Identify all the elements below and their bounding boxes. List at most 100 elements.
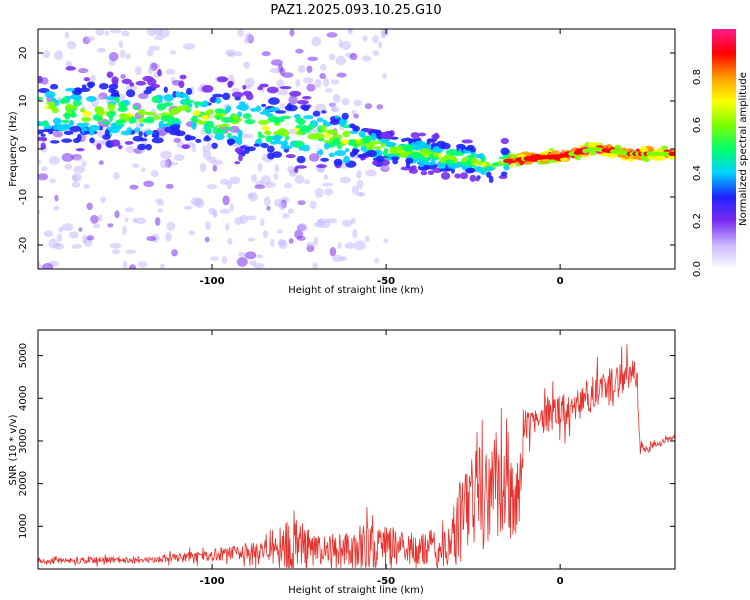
spectrogram-cell — [328, 53, 336, 61]
spectrogram-cell — [383, 147, 389, 154]
spectrogram-cell — [372, 50, 380, 56]
spectrogram-cell — [344, 148, 350, 153]
spectrogram-cell — [488, 175, 494, 184]
spectrogram-cell — [418, 132, 426, 137]
spectrogram-cell — [316, 164, 327, 168]
spectrogram-cell — [64, 87, 76, 92]
spectrogram-cell — [153, 36, 165, 41]
spectrogram-cell — [225, 126, 233, 131]
spectrogram-cell — [329, 119, 340, 126]
spectrogram-cell — [38, 129, 44, 135]
spectrogram-cell — [390, 136, 399, 140]
spectrogram-cell — [181, 144, 191, 149]
spectrogram-cell — [434, 145, 440, 153]
spectrogram-cell — [146, 49, 154, 57]
spectrogram-cell — [222, 195, 230, 206]
spectrogram-cell — [237, 29, 245, 37]
spectrogram-cell — [231, 91, 244, 98]
spectrogram-cell — [246, 215, 257, 220]
spectrogram-cell — [46, 101, 56, 106]
spectrogram-cell — [192, 110, 201, 117]
spectrogram-cell — [261, 125, 270, 131]
spectrogram-cell — [306, 241, 315, 247]
spectrogram-cell — [183, 205, 193, 210]
spectrogram-cell — [380, 134, 393, 140]
spectrogram-cell — [204, 236, 210, 243]
spectrogram-cell — [260, 218, 265, 226]
spectrogram-cell — [316, 150, 321, 155]
spectrogram-x-axis-label: Height of straight line (km) — [288, 285, 424, 296]
spectrogram-cell — [295, 48, 304, 54]
spectrogram-cell — [374, 145, 382, 150]
spectrogram-cell — [204, 221, 211, 230]
figure-title: PAZ1.2025.093.10.25.G10 — [270, 3, 441, 18]
spectrogram-cell — [341, 97, 350, 106]
spectrogram-cell — [244, 118, 256, 125]
spectrogram-cell — [53, 205, 60, 211]
spectrogram-cell — [370, 133, 377, 141]
spectrogram-cell — [285, 154, 296, 159]
x-tick-label: 0 — [557, 576, 564, 587]
spectrogram-cell — [83, 130, 90, 135]
spectrogram-cell — [182, 43, 195, 50]
spectrogram-cell — [484, 166, 495, 172]
spectrogram-cell — [341, 112, 349, 120]
colorbar-tick-label: 0.8 — [692, 69, 703, 85]
spectrogram-cell — [170, 124, 181, 129]
snr-y-axis-label: SNR (10 * v/v) — [8, 414, 19, 485]
spectrogram-cell — [83, 77, 90, 82]
spectrogram-cell — [229, 176, 241, 185]
spectrogram-cell — [214, 108, 224, 114]
spectrogram-cell — [195, 138, 202, 143]
spectrogram-cell — [280, 145, 293, 150]
spectrogram-cell — [134, 66, 142, 76]
y-tick-label: 1000 — [18, 514, 29, 539]
spectrogram-cell — [273, 173, 279, 181]
x-tick-label: 0 — [557, 276, 564, 287]
spectrogram-cell — [178, 80, 185, 89]
spectrogram-cell — [244, 251, 257, 260]
spectrogram-cell — [129, 116, 137, 124]
spectrogram-cell — [49, 83, 59, 90]
spectrogram-cell — [216, 76, 229, 83]
spectrogram-cell — [85, 36, 96, 42]
spectrogram-cell — [321, 182, 333, 187]
spectrogram-cell — [132, 85, 138, 91]
spectrogram-cell — [500, 147, 510, 156]
spectrogram-cell — [166, 120, 173, 126]
spectrogram-cell — [88, 124, 101, 131]
spectrogram-cell — [319, 73, 326, 80]
spectrogram-cell — [179, 74, 187, 80]
spectrogram-cell — [58, 226, 64, 233]
spectrogram-cell — [100, 196, 106, 203]
spectrogram-cell — [229, 203, 234, 212]
spectrogram-cell — [68, 231, 79, 239]
snr-y-ticks: 1000 2000 3000 4000 5000 — [18, 343, 675, 539]
spectrogram-cell — [445, 160, 452, 164]
spectrogram-cell — [142, 118, 149, 123]
spectrogram-cell — [226, 139, 236, 145]
spectrogram-cell — [61, 138, 73, 143]
snr-series-line — [37, 344, 676, 569]
spectrogram-cell — [134, 217, 147, 225]
spectrogram-cell — [294, 166, 299, 173]
spectrogram-cell — [259, 83, 269, 88]
spectrogram-cell — [503, 158, 514, 164]
spectrogram-cell — [54, 194, 59, 202]
spectrogram-cell — [303, 115, 314, 120]
spectrogram-cell — [286, 102, 292, 110]
spectrogram-cell — [227, 80, 234, 87]
spectrogram-cell — [77, 68, 89, 74]
spectrogram-cell — [143, 111, 156, 116]
x-tick-label: -50 — [377, 576, 395, 587]
spectrogram-cell — [135, 80, 147, 86]
spectrogram-cell — [98, 214, 103, 222]
y-tick-label: 0 — [18, 146, 29, 152]
spectrogram-cell — [401, 138, 406, 143]
spectrogram-cell — [337, 242, 342, 249]
spectrogram-cell — [334, 150, 347, 157]
spectrogram-cell — [320, 125, 327, 133]
spectrogram-cell — [500, 171, 508, 177]
spectrogram-cell — [254, 184, 266, 190]
spectrogram-cell — [366, 149, 377, 158]
